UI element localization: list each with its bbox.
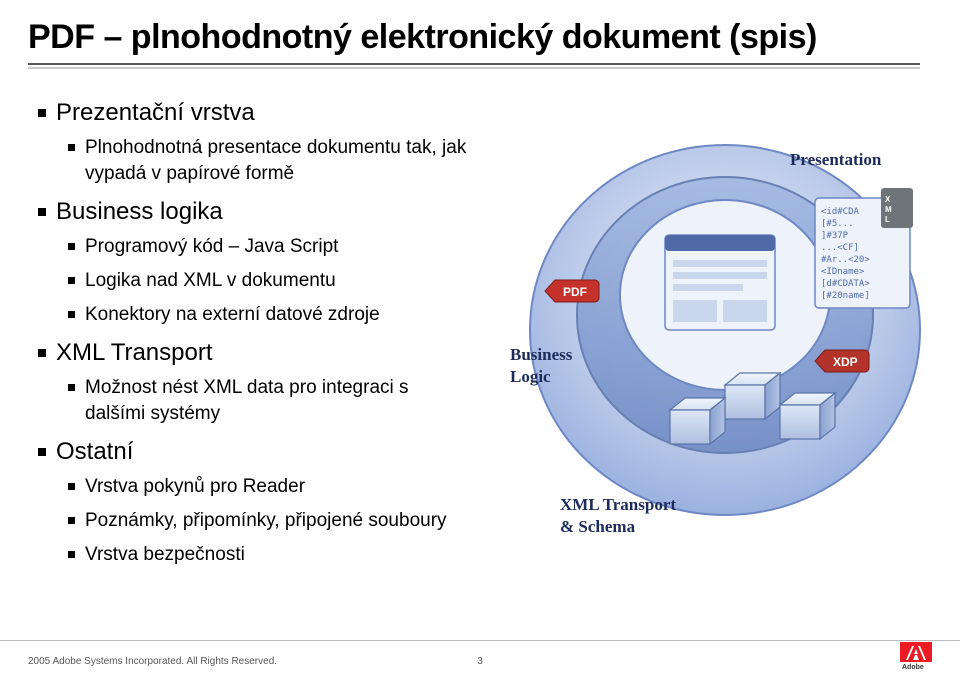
bullet-icon [68,311,75,318]
bullet-business-logic: Business logika Programový kód – Java Sc… [38,198,470,327]
label-logic: Logic [510,367,551,387]
bullet-icon [38,109,46,117]
xdp-badge: XDP [815,350,869,372]
pdf-badge: PDF [545,280,599,302]
bullet-text: Možnost nést XML data pro integraci s da… [85,375,470,426]
bullet-icon [68,144,75,151]
page-title: PDF – plnohodnotný elektronický dokument… [0,0,960,63]
page-number: 3 [477,656,483,667]
text-column: Prezentační vrstva Plnohodnotná presenta… [0,77,470,579]
bullet-text: Poznámky, připomínky, připojené souboury [85,508,447,534]
bullet-text: Plnohodnotná presentace dokumentu tak, j… [85,135,470,186]
copyright: 2005 Adobe Systems Incorporated. All Rig… [28,656,277,667]
label-xml-transport: XML Transport [560,495,676,515]
svg-text:<id#CDA: <id#CDA [821,207,860,217]
bullet-other: Ostatní Vrstva pokynů pro Reader Poznámk… [38,438,470,567]
bullet-icon [68,517,75,524]
bullet-text: Business logika [56,198,223,226]
svg-text:M: M [885,205,892,214]
bullet-icon [68,243,75,250]
svg-text:Adobe: Adobe [902,664,924,670]
svg-text:L: L [885,215,890,224]
bullet-icon [68,384,75,391]
svg-text:<IDname>: <IDname> [821,267,865,277]
bullet-icon [38,349,46,357]
svg-text:[#20name]: [#20name] [821,291,870,301]
slide-page: PDF – plnohodnotný elektronický dokument… [0,0,960,676]
window-mock [665,235,775,330]
bullet-text: Ostatní [56,438,133,466]
bullet-text: Prezentační vrstva [56,99,255,127]
adobe-logo: Adobe [900,642,932,670]
bullet-text: Programový kód – Java Script [85,234,338,260]
bullet-presentation-layer: Prezentační vrstva Plnohodnotná presenta… [38,99,470,186]
svg-text:#Ar..<20>: #Ar..<20> [821,255,870,265]
bullet-presentation-desc: Plnohodnotná presentace dokumentu tak, j… [68,135,470,186]
bullet-text: Vrstva pokynů pro Reader [85,474,305,500]
svg-text:[d#CDATA>: [d#CDATA> [821,279,870,289]
bullet-text: Vrstva bezpečnosti [85,542,245,568]
bullet-text: Konektory na externí datové zdroje [85,302,380,328]
label-schema: & Schema [560,517,635,537]
bullet-text: XML Transport [56,339,213,367]
svg-text:...<CF]: ...<CF] [821,243,859,253]
bullet-icon [68,483,75,490]
bullet-icon [38,208,46,216]
svg-text:XDP: XDP [833,355,858,369]
bullet-xml-transport: XML Transport Možnost nést XML data pro … [38,339,470,426]
bullet-icon [68,277,75,284]
bullet-icon [38,448,46,456]
bullet-text: Logika nad XML v dokumentu [85,268,336,294]
svg-text:]#37P: ]#37P [821,231,849,241]
svg-text:PDF: PDF [563,285,587,299]
label-presentation: Presentation [790,150,881,170]
svg-text:[#5...: [#5... [821,219,854,229]
svg-text:X: X [885,195,891,204]
title-rule [0,63,960,77]
xml-code-panel: <id#CDA [#5... ]#37P ...<CF] #Ar..<20> <… [815,188,913,308]
footer: 2005 Adobe Systems Incorporated. All Rig… [0,640,960,676]
xml-badge: X M L [881,188,913,228]
bullet-icon [68,551,75,558]
label-business: Business [510,345,572,365]
